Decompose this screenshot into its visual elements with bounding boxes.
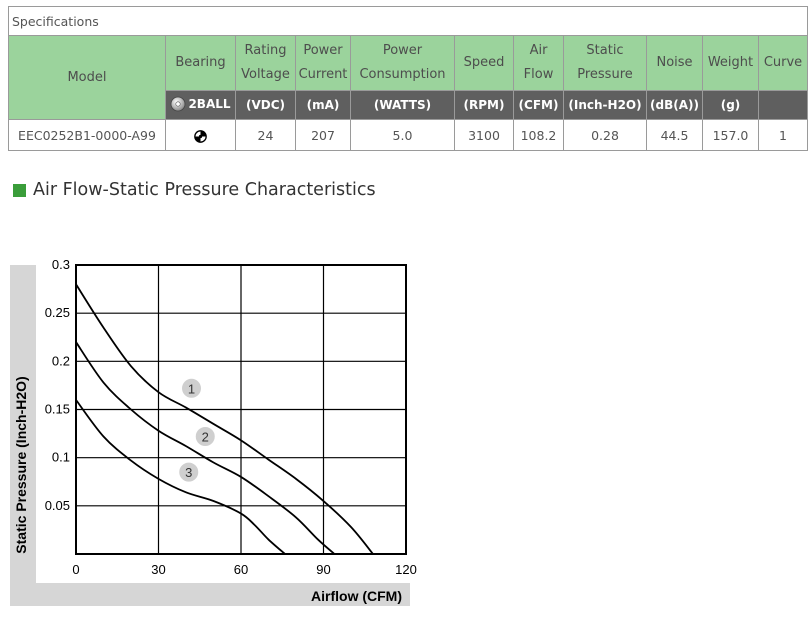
plot-area: [36, 265, 410, 583]
x-tick-label: 60: [234, 562, 248, 577]
cell-model: EEC0252B1-0000-A99: [8, 119, 166, 151]
y-tick-label: 0.05: [45, 498, 70, 513]
series-label-1: 1: [188, 381, 195, 396]
unit-consumption: (WATTS): [350, 90, 455, 120]
section-title: Air Flow-Static Pressure Characteristics: [33, 180, 376, 200]
series-lines: 1 2 3: [75, 283, 374, 555]
cell-current: 207: [295, 119, 351, 151]
cell-voltage: 24: [235, 119, 296, 151]
unit-voltage: (VDC): [235, 90, 296, 120]
cell-consumption: 5.0: [350, 119, 455, 151]
unit-weight: (g): [702, 90, 759, 120]
header-rating-voltage: Rating Voltage: [235, 35, 296, 91]
y-tick-label: 0.15: [45, 402, 70, 417]
series-line-1: [75, 283, 374, 555]
header-model: Model: [8, 35, 166, 120]
cell-pressure: 0.28: [563, 119, 647, 151]
table-row: EEC0252B1-0000-A99 24 207 5.0 3100 108.2…: [8, 119, 809, 151]
series-line-2: [75, 341, 336, 555]
unit-airflow: (CFM): [513, 90, 564, 120]
green-square-icon: [13, 183, 26, 197]
unit-bearing: 2BALL: [165, 90, 236, 120]
header-noise: Noise: [646, 35, 703, 91]
section-heading: Air Flow-Static Pressure Characteristics: [13, 180, 376, 200]
header-bearing: Bearing: [165, 35, 236, 91]
x-tick-label: 0: [72, 562, 79, 577]
header-power-current: Power Current: [295, 35, 351, 91]
y-tick-label: 0.25: [45, 305, 70, 320]
cell-noise: 44.5: [646, 119, 703, 151]
ball-bearing-icon: [194, 129, 207, 143]
tick-labels: 0 30 60 90 120 0.05 0.1 0.15 0.2 0.25 0.3: [45, 257, 417, 577]
series-marker-2: [194, 425, 216, 447]
unit-bearing-label: 2BALL: [188, 96, 231, 111]
series-marker-1: [181, 377, 202, 399]
unit-noise: (dB(A)): [646, 90, 703, 120]
y-axis-label: Static Pressure (Inch-H2O): [13, 376, 29, 553]
x-tick-label: 90: [316, 562, 330, 577]
unit-speed: (RPM): [454, 90, 514, 120]
ball-bearing-icon: [171, 96, 186, 111]
x-axis-label: Airflow (CFM): [311, 588, 402, 604]
header-power-consumption: Power Consumption: [350, 35, 455, 91]
unit-curve: [757, 90, 809, 120]
header-weight: Weight: [702, 35, 759, 91]
y-tick-label: 0.1: [52, 450, 70, 465]
header-air-flow: Air Flow: [513, 35, 564, 91]
series-marker-3: [178, 461, 200, 483]
grid: [76, 265, 406, 554]
y-tick-label: 0.2: [52, 353, 70, 368]
specifications-table: Specifications Model Bearing Rating Volta…: [7, 6, 809, 151]
cell-airflow: 108.2: [513, 119, 564, 151]
series-label-3: 3: [185, 465, 192, 480]
header-curve: Curve: [757, 35, 809, 91]
x-tick-label: 30: [151, 562, 165, 577]
unit-current: (mA): [295, 90, 351, 120]
cell-bearing: [165, 119, 236, 151]
airflow-pressure-chart: 0 30 60 90 120 0.05 0.1 0.15 0.2 0.25 0.3 1 2 3 Stat…: [10, 257, 417, 606]
plot-border: [75, 264, 407, 555]
header-static-pressure: Static Pressure: [563, 35, 647, 91]
table-caption: Specifications: [7, 6, 809, 36]
cell-curve: 1: [757, 119, 809, 151]
cell-weight: 157.0: [702, 119, 759, 151]
series-line-3: [75, 399, 286, 555]
series-label-2: 2: [202, 429, 209, 444]
y-tick-label: 0.3: [52, 257, 70, 272]
cell-speed: 3100: [454, 119, 514, 151]
x-tick-label: 120: [395, 562, 417, 577]
header-speed: Speed: [454, 35, 514, 91]
unit-pressure: (Inch-H2O): [563, 90, 647, 120]
